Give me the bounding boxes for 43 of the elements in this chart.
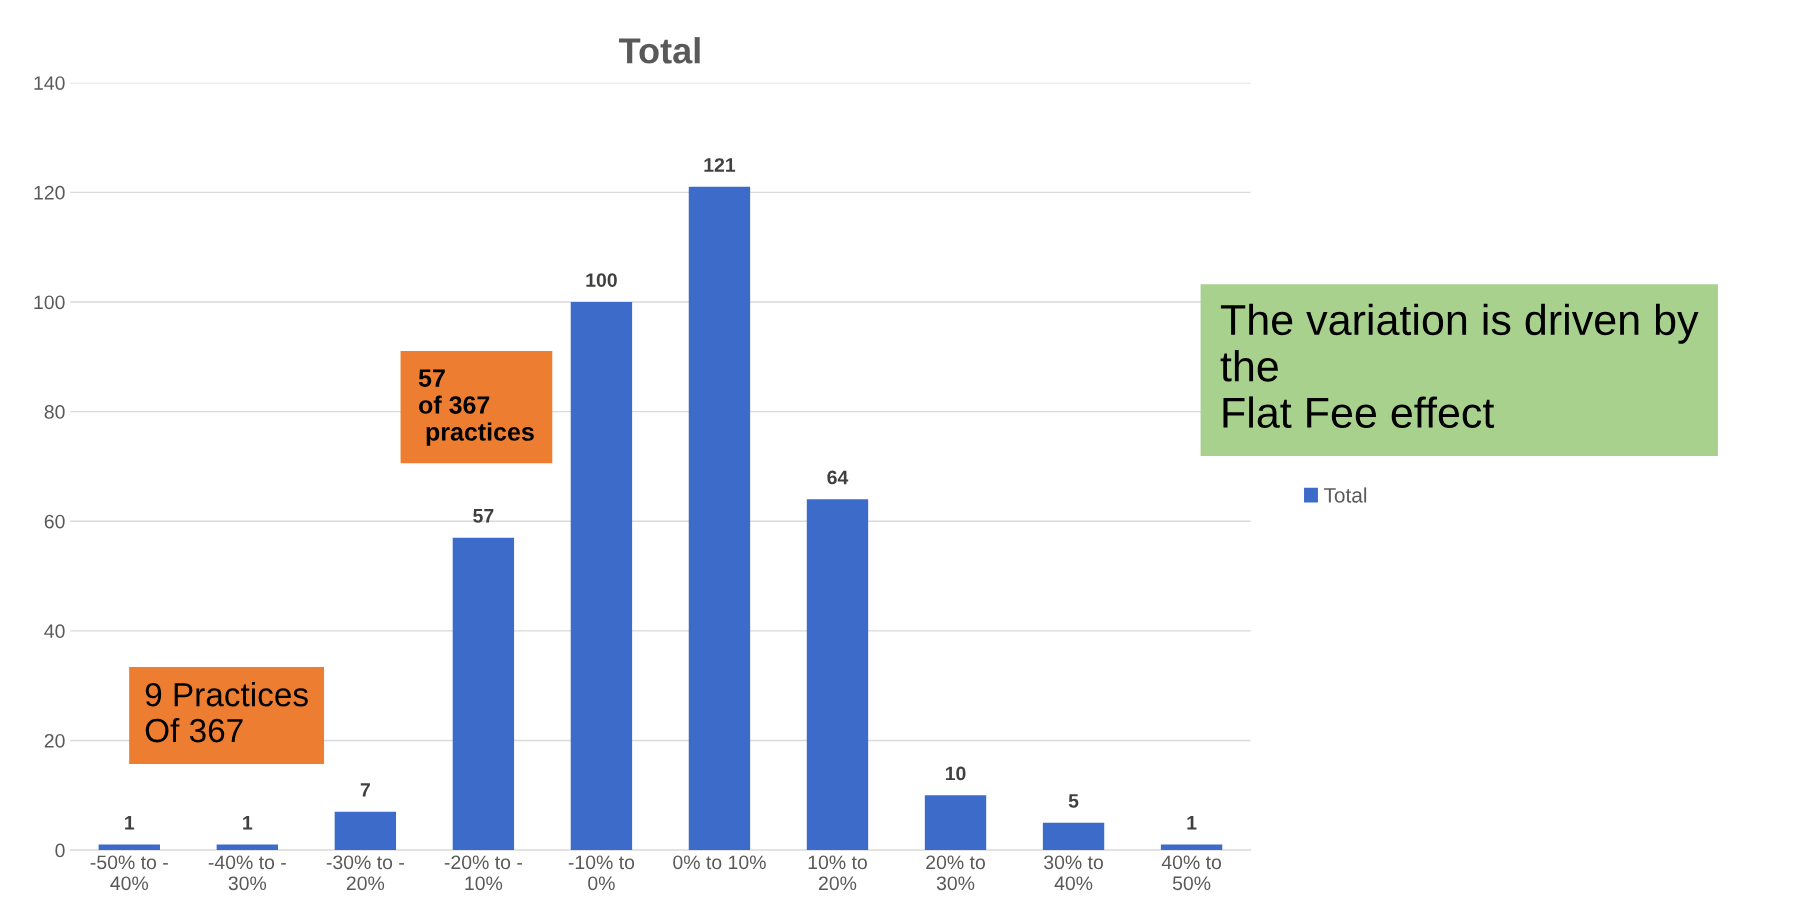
y-tick-label: 140 [34,76,65,90]
bar [1160,844,1223,851]
data-label: 1 [125,816,135,830]
y-tick-label: 100 [34,295,65,310]
x-tick-label: -40% to - 30% [208,855,286,891]
bar [688,186,751,851]
x-tick-label: -20% to - 10% [444,855,522,891]
data-label: 64 [827,470,849,485]
y-tick-label: 60 [44,514,65,529]
x-tick-label: -10% to 0% [568,855,635,891]
annotation: 9 Practices Of 367 [145,682,308,743]
bar [1042,822,1105,851]
x-tick-label: 40% to 50% [1161,855,1222,891]
y-tick-label: 80 [44,405,65,419]
data-label: 121 [704,158,736,172]
bar [98,844,160,851]
chart-title: Total [619,37,700,64]
data-label: 100 [586,273,617,287]
y-tick-label: 20 [44,733,65,748]
annotation: The variation is driven by the Flat Fee effect [1220,303,1699,429]
bar [334,811,397,851]
bar [924,795,987,851]
bar [570,301,633,851]
x-tick-label: 30% to 40% [1044,855,1103,891]
y-tick-label: 120 [34,185,65,200]
bar [216,844,279,851]
x-tick-label: -50% to - 40% [90,855,168,891]
data-label: 7 [360,783,370,797]
y-tick-label: 40 [44,624,65,639]
data-label: 5 [1068,794,1079,808]
data-label: 57 [473,509,494,523]
bar [452,537,515,851]
x-tick-label: 10% to 20% [808,855,867,891]
bar [806,499,869,851]
data-label: 10 [945,766,966,781]
data-label: 1 [1187,816,1197,830]
x-tick-label: 0% to 10% [673,855,766,870]
x-tick-label: -30% to - 20% [326,855,404,891]
x-tick-label: 20% to 30% [926,855,985,891]
data-label: 1 [243,816,253,830]
legend-label: Total [1323,487,1367,503]
annotation: 57 of 367 practices [418,369,534,446]
y-tick-label: 0 [55,843,65,858]
